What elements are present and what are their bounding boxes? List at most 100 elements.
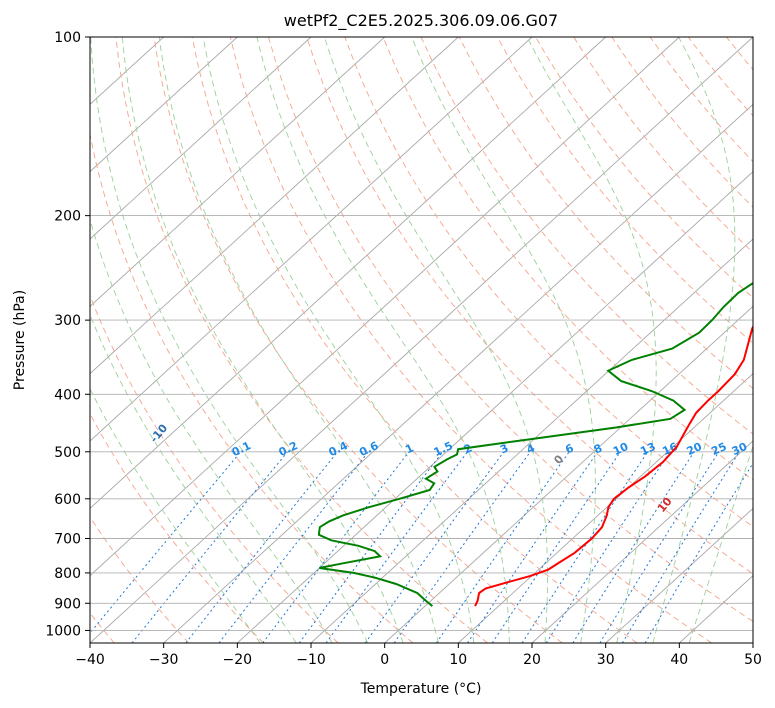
mixing-ratio-line [364, 451, 505, 643]
moist-adiabat-label: 0 [551, 452, 566, 466]
isotherm-line [90, 37, 459, 375]
x-tick-label: −10 [296, 652, 326, 668]
moist-adiabat-line [90, 37, 369, 643]
mixing-ratio-line [644, 462, 753, 643]
mixing-ratio-line [599, 451, 720, 643]
y-axis-ticks: 100 200 300 400 500 600 700 800 900 1000 [45, 30, 90, 639]
mixing-ratio-line [545, 451, 671, 643]
dry-adiabat-line [229, 37, 712, 643]
dry-adiabat-line [90, 412, 264, 643]
dry-adiabat-line [420, 37, 753, 435]
mixing-ratio-label: 0.4 [327, 439, 350, 459]
moist-adiabat-line [652, 37, 736, 643]
moist-adiabat-line [90, 313, 297, 643]
dewpoint-line [317, 281, 753, 607]
isotherm-line [605, 507, 753, 643]
background-lines [90, 37, 753, 643]
mixing-ratio-label: 6 [563, 441, 576, 456]
moist-adiabat-line [688, 444, 753, 643]
mixing-ratio-label: 20 [685, 440, 705, 458]
x-tick-label: 0 [380, 652, 389, 668]
mixing-ratio-label: 10 [611, 440, 631, 458]
dry-adiabat-line [90, 516, 190, 643]
isotherm-line [90, 37, 238, 173]
dry-adiabat-line [649, 37, 753, 163]
y-tick-label: 700 [54, 532, 81, 548]
mixing-ratio-line [621, 451, 740, 643]
y-tick-label: 600 [54, 492, 81, 508]
mixing-ratio-line [393, 451, 531, 643]
moist-adiabat-line [202, 37, 475, 643]
mixing-ratio-label: 16 [660, 440, 680, 458]
dry-adiabat-line [382, 37, 753, 481]
x-tick-label: 40 [670, 652, 688, 668]
moist-adiabat-line [526, 37, 657, 643]
x-tick-label: −40 [75, 652, 105, 668]
chart-title: wetPf2_C2E5.2025.306.09.06.G07 [284, 11, 558, 31]
mixing-ratio-label: 4 [525, 441, 538, 456]
x-tick-label: 50 [744, 652, 762, 668]
isotherm-line [163, 103, 753, 643]
mixing-ratio-line [90, 451, 242, 634]
isotherm-line [236, 171, 753, 643]
mixing-ratio-line [435, 451, 570, 643]
y-tick-label: 1000 [45, 623, 81, 639]
x-tick-label: −20 [223, 652, 253, 668]
isotherm-line [90, 37, 533, 442]
x-tick-label: 20 [523, 652, 541, 668]
y-tick-label: 800 [54, 566, 81, 582]
y-tick-label: 200 [54, 209, 81, 225]
isotherm-line [90, 37, 607, 509]
mixing-ratio-line [572, 451, 695, 643]
mixing-ratio-label: 30 [730, 440, 750, 458]
moist-adiabat-line [256, 37, 510, 643]
x-axis-label: Temperature (°C) [360, 681, 482, 697]
moist-adiabat-label: 10 [655, 495, 675, 515]
y-tick-label: 500 [54, 445, 81, 461]
dry-adiabat-line [458, 37, 753, 390]
dry-adiabat-line [573, 37, 753, 254]
mixing-ratio-line [325, 451, 468, 643]
isotherm-line [752, 642, 753, 643]
mixing-ratio-label: 1 [403, 442, 415, 457]
x-tick-label: 10 [449, 652, 467, 668]
moist-adiabat-line [411, 37, 596, 643]
y-tick-label: 900 [54, 596, 81, 612]
temperature-line [474, 324, 753, 607]
moist-adiabat-line [90, 387, 261, 643]
isotherm-line [90, 37, 312, 240]
moist-adiabat-line [90, 217, 333, 643]
moist-adiabat-line [121, 37, 404, 643]
isotherm-line [310, 238, 753, 643]
mixing-ratio-line [131, 451, 288, 643]
dry-adiabat-line [535, 37, 753, 299]
dry-adiabat-label: -10 [147, 421, 170, 445]
dry-adiabat-line [497, 37, 753, 344]
mixing-ratio-line [467, 451, 599, 643]
dry-adiabat-line [191, 37, 638, 643]
dry-adiabat-line [687, 37, 753, 117]
dry-adiabat-line [153, 37, 563, 643]
dry-adiabat-line [268, 37, 753, 622]
y-tick-label: 300 [54, 313, 81, 329]
mixing-ratio-label: 36 [751, 440, 771, 458]
x-axis-ticks: −40 −30 −20 −10 0 10 20 30 40 50 [75, 643, 762, 668]
isotherm-line [531, 440, 753, 643]
isotherm-line [90, 37, 753, 643]
plot-frame [89, 36, 754, 644]
isotherm-line [90, 37, 680, 577]
mixing-ratio-line [491, 451, 621, 643]
y-axis-label: Pressure (hPa) [12, 290, 28, 390]
dry-adiabat-line [611, 37, 753, 208]
dry-adiabat-line [344, 37, 753, 528]
isotherm-line [457, 373, 753, 643]
x-tick-label: −30 [149, 652, 179, 668]
moist-adiabat-line [324, 37, 548, 643]
pressure-gridlines [90, 36, 753, 631]
mixing-ratio-label: 25 [709, 440, 728, 458]
mixing-ratio-label: 13 [638, 440, 657, 458]
dry-adiabat-line [726, 37, 753, 71]
mixing-ratio-line [218, 451, 369, 643]
mixing-ratio-label: 0.1 [230, 439, 253, 459]
